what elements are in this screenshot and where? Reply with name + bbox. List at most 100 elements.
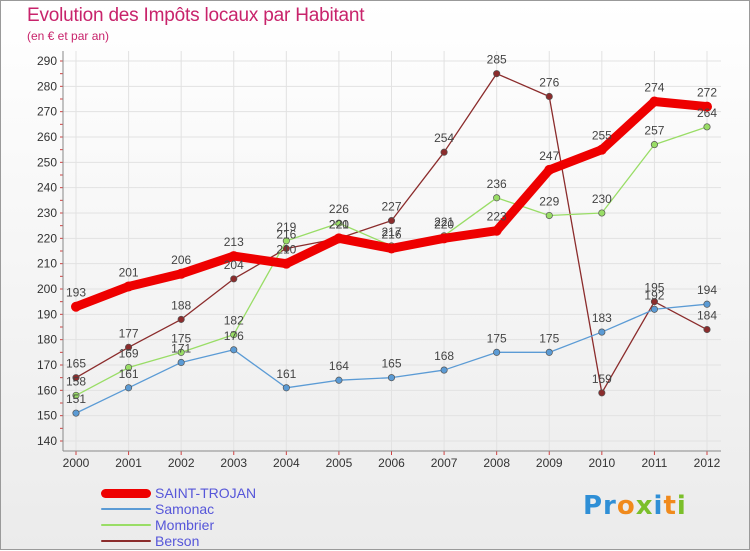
data-point <box>545 211 553 220</box>
y-tick-label: 200 <box>37 282 57 296</box>
data-point <box>125 363 133 372</box>
data-point <box>282 384 290 392</box>
data-point <box>703 325 711 334</box>
data-point <box>703 123 711 131</box>
data-label: 159 <box>592 372 612 386</box>
chart-title: Evolution des Impôts locaux par Habitant <box>27 5 365 26</box>
x-tick-label: 2011 <box>642 456 668 470</box>
data-point <box>650 298 658 306</box>
legend-item-samonac: Samonac <box>101 501 256 517</box>
data-label: 171 <box>171 341 191 355</box>
data-point <box>177 358 185 367</box>
data-label: 206 <box>171 253 191 267</box>
x-tick-label: 2001 <box>115 456 142 470</box>
data-point <box>177 315 185 323</box>
data-label: 177 <box>119 326 139 340</box>
data-label: 192 <box>644 288 664 302</box>
data-point <box>493 70 501 78</box>
y-tick-label: 180 <box>37 333 57 347</box>
data-point <box>387 217 396 225</box>
data-point <box>125 384 133 392</box>
legend-swatch-samonac <box>101 508 151 510</box>
data-point <box>333 233 344 244</box>
data-label: 175 <box>171 331 191 345</box>
y-tick-label: 140 <box>37 434 57 448</box>
y-tick-label: 150 <box>37 409 57 423</box>
data-label: 164 <box>329 359 349 373</box>
data-label: 182 <box>224 314 244 328</box>
data-point <box>493 348 501 356</box>
data-label: 165 <box>381 357 401 371</box>
data-label: 236 <box>487 177 507 191</box>
data-point <box>176 268 187 279</box>
data-point <box>335 376 343 384</box>
legend-label: SAINT-TROJAN <box>155 485 257 501</box>
data-point <box>598 328 606 336</box>
data-label: 210 <box>276 243 296 257</box>
x-tick-label: 2002 <box>168 456 195 470</box>
legend-swatch-berson <box>101 540 151 542</box>
data-label: 175 <box>487 331 507 345</box>
data-label: 169 <box>119 347 139 361</box>
y-tick-label: 240 <box>37 181 57 195</box>
y-tick-label: 290 <box>37 54 57 68</box>
data-point <box>598 389 606 397</box>
y-tick-label: 270 <box>37 105 57 119</box>
y-tick-label: 160 <box>37 383 57 397</box>
data-point <box>123 281 134 292</box>
y-tick-label: 280 <box>37 79 57 93</box>
data-label: 223 <box>487 210 507 224</box>
data-label: 193 <box>66 286 86 300</box>
data-label: 183 <box>592 311 612 325</box>
data-label: 247 <box>539 149 559 163</box>
proxiti-logo: Proxiti <box>583 491 687 521</box>
data-label: 204 <box>224 258 244 272</box>
data-point <box>703 300 711 308</box>
data-point <box>491 225 502 236</box>
y-tick-label: 220 <box>37 231 57 245</box>
data-point <box>230 275 238 283</box>
data-label: 176 <box>224 329 244 343</box>
data-point <box>230 346 238 354</box>
data-label: 276 <box>539 75 559 89</box>
data-point <box>177 348 185 356</box>
x-tick-label: 2012 <box>694 456 721 470</box>
y-tick-label: 250 <box>37 155 57 169</box>
data-label: 229 <box>539 195 559 209</box>
data-label: 220 <box>329 217 349 231</box>
x-tick-label: 2007 <box>431 456 458 470</box>
data-point <box>72 374 80 382</box>
data-point <box>545 348 553 356</box>
y-tick-label: 260 <box>37 130 57 144</box>
data-label: 217 <box>381 225 401 239</box>
data-label: 227 <box>381 200 401 214</box>
data-point <box>650 141 658 149</box>
data-point <box>439 233 450 244</box>
x-tick-label: 2008 <box>483 456 510 470</box>
data-label: 161 <box>119 367 139 381</box>
x-tick-label: 2000 <box>63 456 90 470</box>
data-point <box>72 391 80 399</box>
data-label: 195 <box>644 281 664 295</box>
y-tick-label: 210 <box>37 257 57 271</box>
data-point <box>386 243 397 254</box>
data-point <box>702 101 712 112</box>
x-tick-label: 2006 <box>378 456 405 470</box>
data-label: 216 <box>381 227 401 241</box>
data-point <box>281 258 292 269</box>
data-point <box>282 244 290 253</box>
legend: SAINT-TROJAN Samonac Mombrier Berson <box>101 485 256 549</box>
data-label: 272 <box>697 86 717 100</box>
data-label: 216 <box>276 227 296 241</box>
data-label: 230 <box>592 192 612 206</box>
data-label: 255 <box>592 129 612 143</box>
y-tick-label: 230 <box>37 206 57 220</box>
data-point <box>598 209 606 217</box>
x-tick-label: 2004 <box>273 456 300 470</box>
legend-label: Mombrier <box>155 517 215 533</box>
data-label: 221 <box>434 215 454 229</box>
data-point <box>596 144 607 155</box>
x-tick-label: 2010 <box>588 456 615 470</box>
